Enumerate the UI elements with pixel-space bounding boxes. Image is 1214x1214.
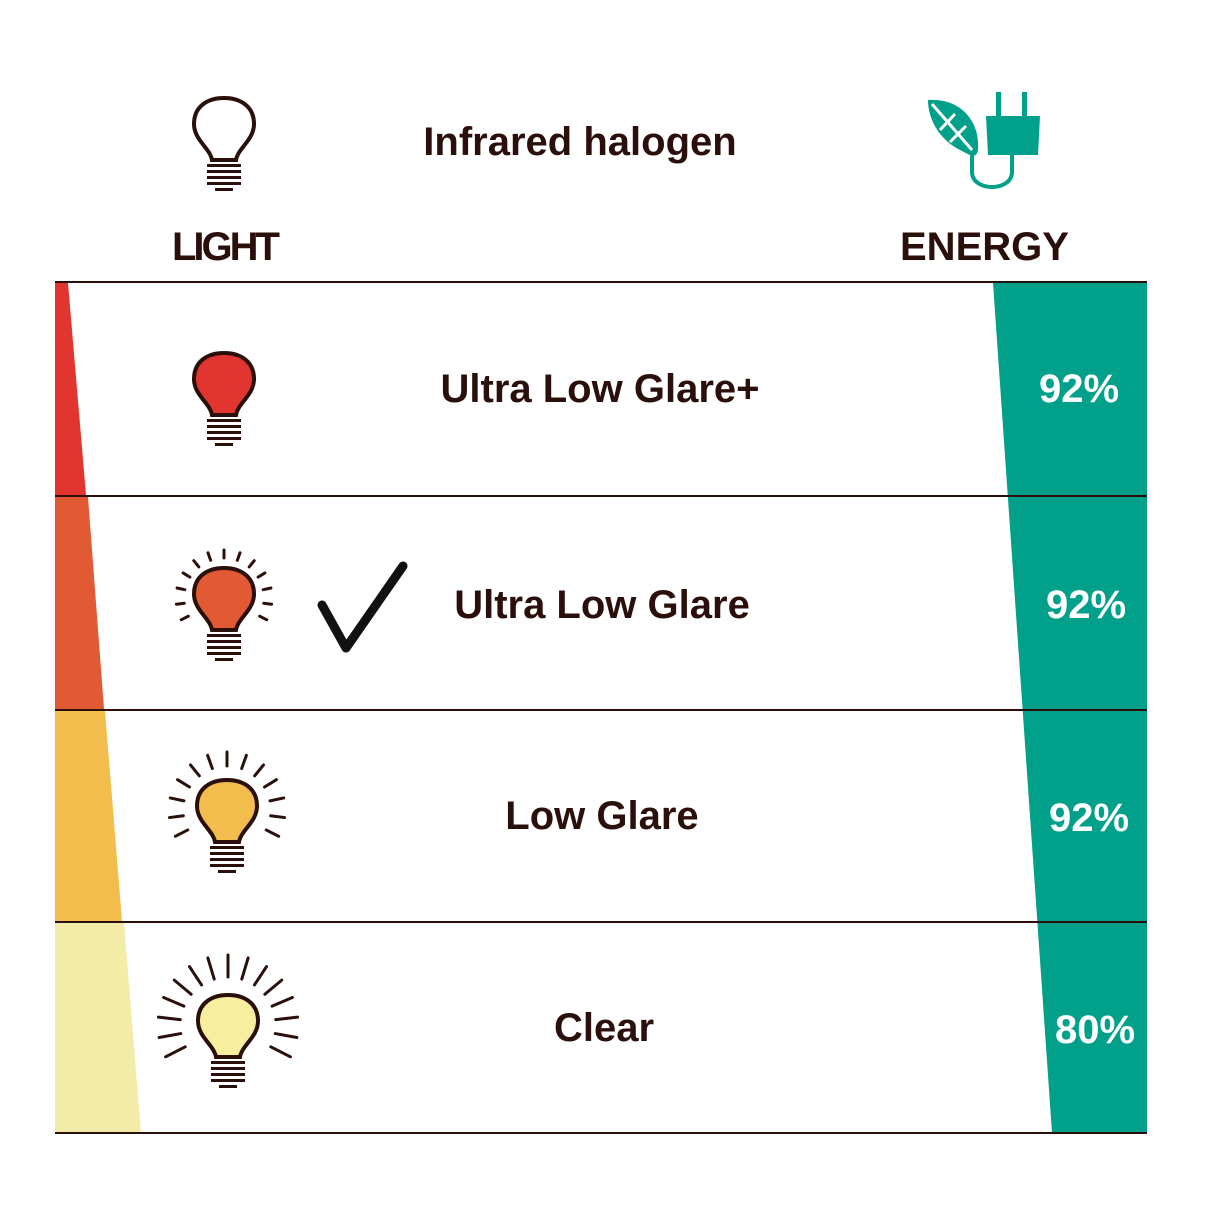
ray xyxy=(157,1032,183,1039)
ray xyxy=(240,956,250,981)
energy-value: 92% xyxy=(1039,367,1120,411)
page-title: Infrared halogen xyxy=(423,120,737,164)
ray xyxy=(253,763,266,778)
energy-value: 80% xyxy=(1055,1008,1136,1052)
ray xyxy=(269,814,287,820)
ray xyxy=(247,559,256,569)
ray xyxy=(187,965,204,987)
bulb-icon-pale-long-rays xyxy=(156,953,300,1088)
ray xyxy=(206,753,214,771)
ray xyxy=(172,978,193,996)
bulb-icon-orange-short-rays xyxy=(174,548,274,661)
row-label: Ultra Low Glare xyxy=(454,583,750,627)
ray xyxy=(176,778,191,789)
ray xyxy=(270,995,294,1008)
energy-header: ENERGY xyxy=(900,225,1069,269)
ray xyxy=(206,551,213,562)
bulb-icon-yellow-rays xyxy=(167,750,287,873)
checkmark-icon xyxy=(317,561,408,653)
ray xyxy=(262,601,274,606)
row-label: Low Glare xyxy=(505,794,699,838)
energy-value: 92% xyxy=(1049,796,1130,840)
ray xyxy=(164,1045,187,1059)
bulb-icon-red xyxy=(191,350,257,446)
row-label: Clear xyxy=(553,1006,655,1050)
ray xyxy=(263,778,278,789)
ray xyxy=(268,796,286,803)
ray xyxy=(179,614,190,622)
ray xyxy=(173,828,190,838)
ray xyxy=(168,796,186,803)
row-label: Ultra Low Glare+ xyxy=(440,367,760,411)
glare-wedge-yellow xyxy=(55,711,122,921)
ray xyxy=(206,956,216,981)
ray xyxy=(235,551,242,562)
ray xyxy=(256,571,267,579)
glare-wedge-pale xyxy=(55,923,141,1133)
lightbulb-outline-icon xyxy=(191,95,257,191)
ray xyxy=(269,1045,292,1059)
ray xyxy=(273,1032,299,1039)
ray xyxy=(258,614,269,622)
ray xyxy=(156,1015,182,1022)
ray xyxy=(162,995,186,1008)
ray xyxy=(261,586,273,592)
ray xyxy=(167,814,185,820)
ray xyxy=(274,1015,300,1022)
energy-value: 92% xyxy=(1046,583,1127,627)
ray xyxy=(175,586,187,592)
glare-wedge-orange xyxy=(55,497,104,709)
ray xyxy=(252,965,269,987)
ray xyxy=(188,763,201,778)
light-header: LIGHT xyxy=(172,225,280,269)
ray xyxy=(181,571,192,579)
ray xyxy=(192,559,201,569)
ray xyxy=(264,828,281,838)
leaf-plug-icon xyxy=(928,92,1040,189)
ray xyxy=(263,978,284,996)
glare-wedge-red xyxy=(55,283,86,495)
ray xyxy=(240,753,248,771)
ray xyxy=(174,601,186,606)
